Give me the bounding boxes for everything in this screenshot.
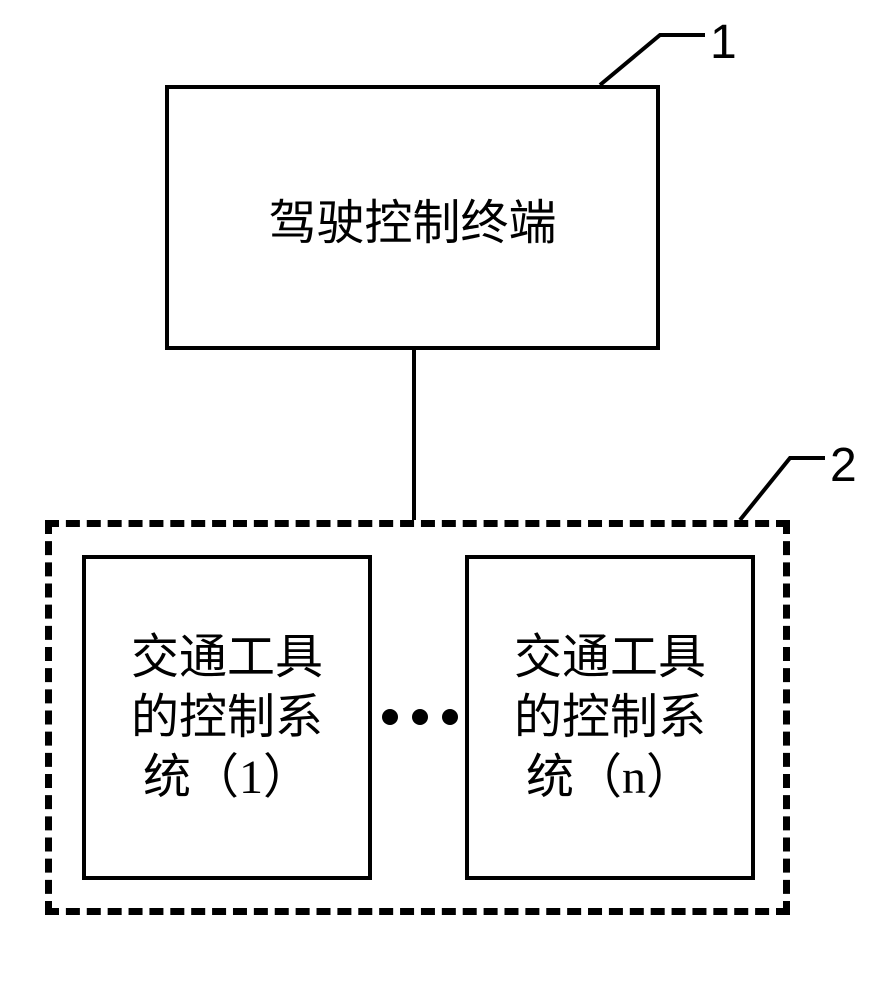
vehicle-control-system-1-box: 交通工具 的控制系 统（1） — [82, 555, 372, 880]
leader-line-2 — [736, 454, 829, 524]
ellipsis-dot — [412, 709, 428, 725]
diagram-canvas: 驾驶控制终端 交通工具 的控制系 统（1） 交通工具 的控制系 统（n） 1 2 — [0, 0, 885, 1000]
vehicle-control-system-n-box: 交通工具 的控制系 统（n） — [465, 555, 755, 880]
ellipsis-dots — [375, 702, 465, 732]
reference-numeral-2: 2 — [830, 438, 857, 493]
driving-control-terminal-box: 驾驶控制终端 — [165, 85, 660, 350]
leader-line-1 — [596, 31, 709, 89]
ellipsis-dot — [382, 709, 398, 725]
connector-line — [412, 350, 416, 520]
reference-numeral-1: 1 — [710, 15, 737, 70]
ellipsis-dot — [442, 709, 458, 725]
vehicle-control-system-1-label: 交通工具 的控制系 统（1） — [131, 628, 323, 808]
driving-control-terminal-label: 驾驶控制终端 — [268, 183, 556, 253]
vehicle-control-system-n-label: 交通工具 的控制系 统（n） — [514, 628, 706, 808]
